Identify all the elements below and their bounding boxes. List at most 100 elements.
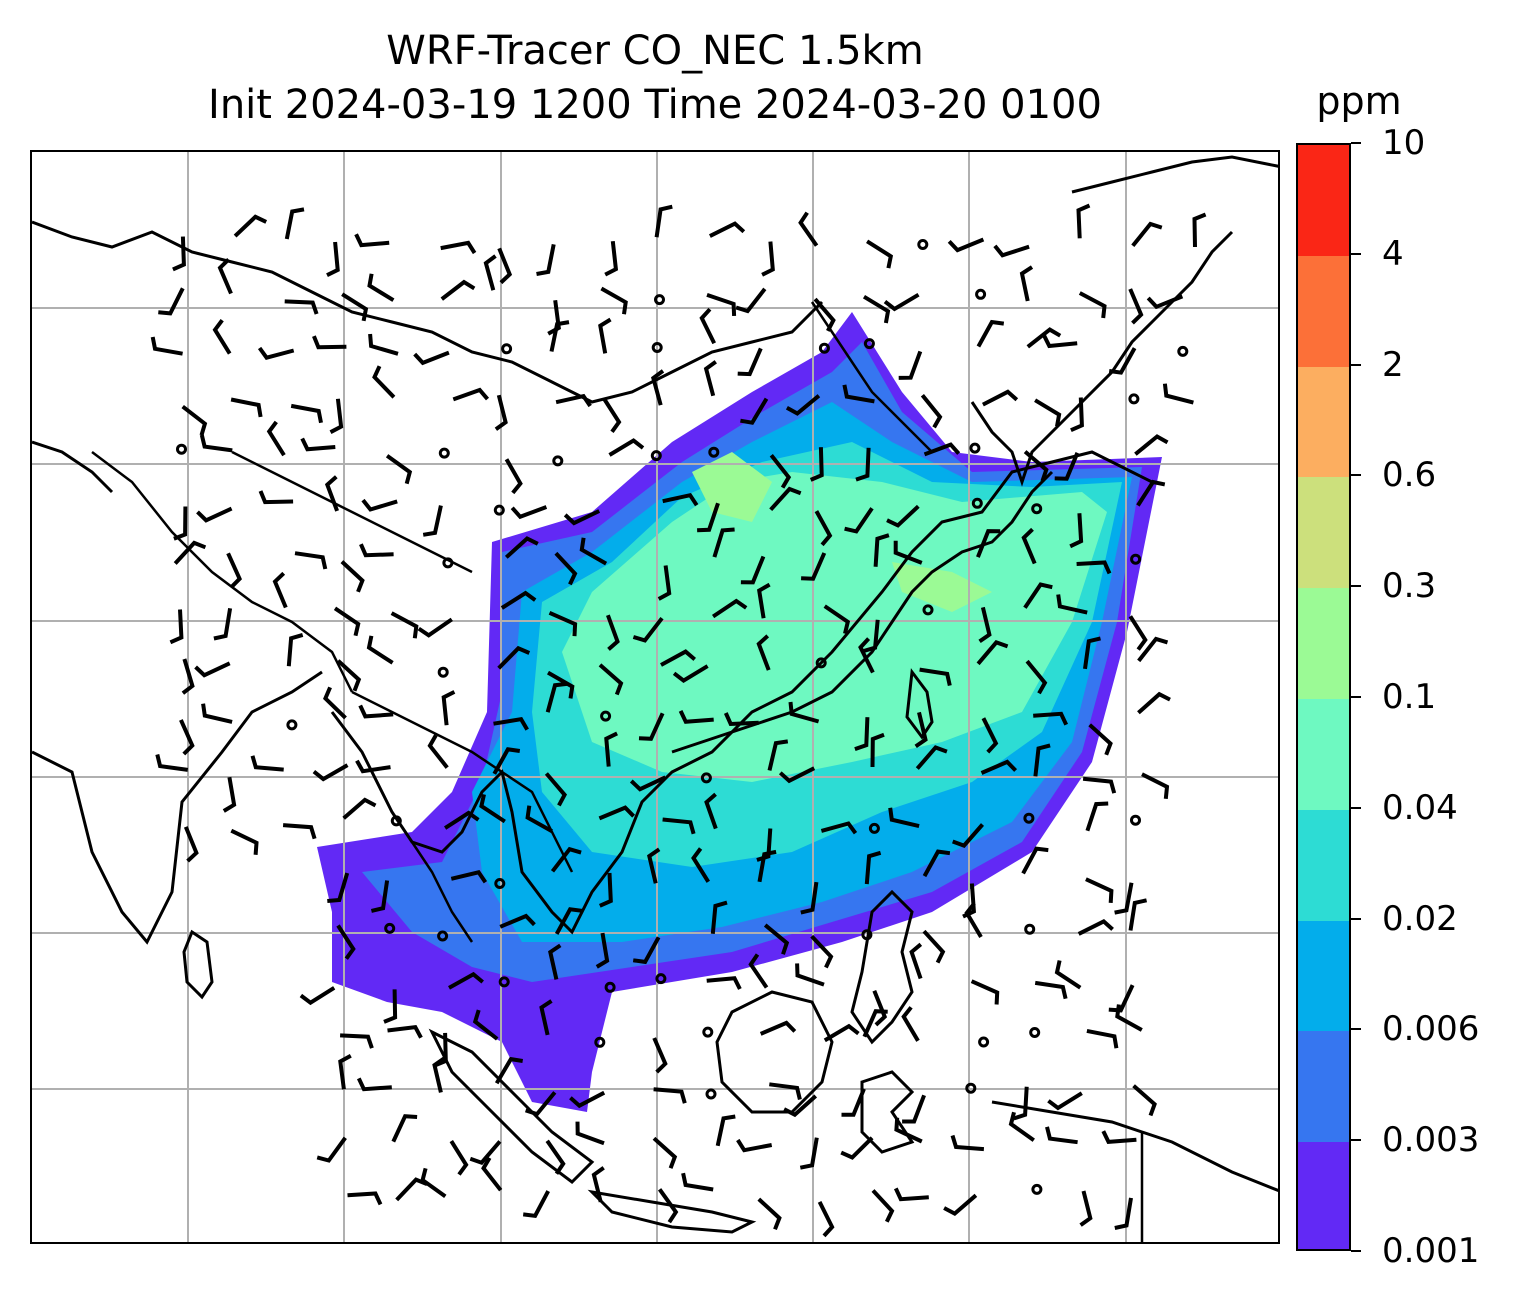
calm-wind-marker xyxy=(600,710,612,722)
wind-barb xyxy=(1114,882,1134,915)
wind-barb xyxy=(1077,919,1114,936)
wind-barb xyxy=(886,504,920,528)
wind-barb xyxy=(1085,801,1109,832)
wind-barb xyxy=(854,717,870,751)
wind-barb xyxy=(1076,203,1091,239)
wind-barb xyxy=(657,1188,679,1224)
calm-wind-marker xyxy=(965,1082,977,1094)
colorbar-tick xyxy=(1351,142,1361,144)
wind-barb xyxy=(841,1088,866,1117)
colorbar-tick xyxy=(1351,252,1361,255)
calm-wind-marker xyxy=(702,1026,714,1038)
wind-barb xyxy=(976,319,1005,348)
calm-wind-marker xyxy=(442,557,454,569)
colorbar-segment-1 xyxy=(1298,1031,1349,1143)
wind-barb xyxy=(761,241,775,277)
wind-barb xyxy=(862,294,891,324)
wind-barb xyxy=(783,1094,818,1118)
colorbar-segment-0 xyxy=(1298,1142,1349,1249)
calm-wind-marker xyxy=(708,446,720,458)
wind-barb xyxy=(342,797,377,820)
map-panel[interactable] xyxy=(30,150,1280,1244)
wind-barb xyxy=(756,828,773,862)
calm-wind-marker xyxy=(384,922,396,934)
wind-barb xyxy=(660,649,697,667)
calm-wind-marker xyxy=(975,288,987,300)
wind-barb xyxy=(855,447,871,482)
wind-barb xyxy=(608,438,645,457)
wind-barb xyxy=(840,1136,874,1160)
wind-barb xyxy=(504,536,539,559)
wind-barb xyxy=(1023,582,1053,609)
map-title-line1: WRF-Tracer CO_NEC 1.5km xyxy=(386,28,924,74)
wind-barb xyxy=(978,606,992,644)
wind-barb xyxy=(914,711,928,749)
calm-wind-marker xyxy=(1031,503,1043,515)
wind-barb xyxy=(1108,984,1135,1013)
wind-barb xyxy=(368,333,399,356)
wind-barb xyxy=(179,719,195,756)
wind-barb xyxy=(548,943,562,980)
wind-barb xyxy=(799,1137,819,1170)
calm-wind-marker xyxy=(1130,814,1141,826)
wind-barb xyxy=(1023,450,1049,482)
wind-barb xyxy=(1137,636,1169,663)
philippines xyxy=(850,889,914,1045)
wind-barb xyxy=(632,936,661,965)
wind-barb xyxy=(638,712,665,741)
wind-barb xyxy=(326,241,340,277)
calm-wind-marker xyxy=(978,1036,990,1048)
colorbar-segment-9 xyxy=(1298,145,1349,256)
wind-barb xyxy=(150,336,183,356)
calm-wind-marker xyxy=(654,294,665,306)
wind-barb xyxy=(1132,1084,1157,1117)
wind-barb xyxy=(290,403,323,424)
wind-barb xyxy=(993,244,1030,258)
wind-barb xyxy=(653,1087,687,1104)
calm-wind-marker xyxy=(286,719,298,731)
arabian-coast xyxy=(32,440,114,494)
gridlines xyxy=(32,152,1278,1242)
colorbar-tick-label: 2 xyxy=(1382,344,1404,385)
indochina-coast xyxy=(330,450,1153,935)
wind-barb xyxy=(258,490,294,505)
colorbar-tick-label: 0.6 xyxy=(1382,455,1437,496)
calm-wind-marker xyxy=(1023,812,1035,824)
wind-barb xyxy=(591,1166,605,1203)
wind-barb xyxy=(919,667,952,687)
calm-wind-marker xyxy=(1029,1027,1041,1038)
wind-barb xyxy=(629,775,667,792)
wind-barb xyxy=(901,1006,920,1042)
wind-barb xyxy=(158,287,185,316)
wind-barbs xyxy=(150,203,1207,1238)
wind-barb xyxy=(736,1138,773,1153)
colorbar-tick-label: 4 xyxy=(1382,233,1404,274)
wind-barb xyxy=(697,502,720,533)
wind-barb xyxy=(233,214,268,238)
wind-barb xyxy=(338,1053,352,1090)
wind-barb xyxy=(432,1056,446,1093)
wind-barb xyxy=(312,763,349,782)
sri-lanka xyxy=(182,929,214,1000)
wind-barb xyxy=(449,1140,469,1176)
colorbar-segment-3 xyxy=(1298,809,1349,921)
wind-barb xyxy=(748,953,769,989)
wind-barb xyxy=(778,766,816,784)
wind-barb xyxy=(172,236,186,272)
wind-barb xyxy=(366,635,394,665)
wind-barb xyxy=(915,745,948,770)
colorbar-tick xyxy=(1351,363,1361,366)
wind-barb xyxy=(312,335,347,350)
calm-wind-marker xyxy=(651,342,663,353)
calm-wind-marker xyxy=(501,343,513,355)
wind-barb xyxy=(226,552,242,589)
wind-barb xyxy=(976,529,1001,558)
wind-barb xyxy=(943,1193,978,1217)
sumatra xyxy=(428,1028,595,1184)
wind-barb xyxy=(361,498,398,512)
wind-barb xyxy=(500,590,537,610)
colorbar-tick xyxy=(1351,917,1361,920)
wind-barb xyxy=(579,537,608,566)
calm-wind-marker xyxy=(655,973,667,985)
calm-wind-marker xyxy=(438,447,450,459)
